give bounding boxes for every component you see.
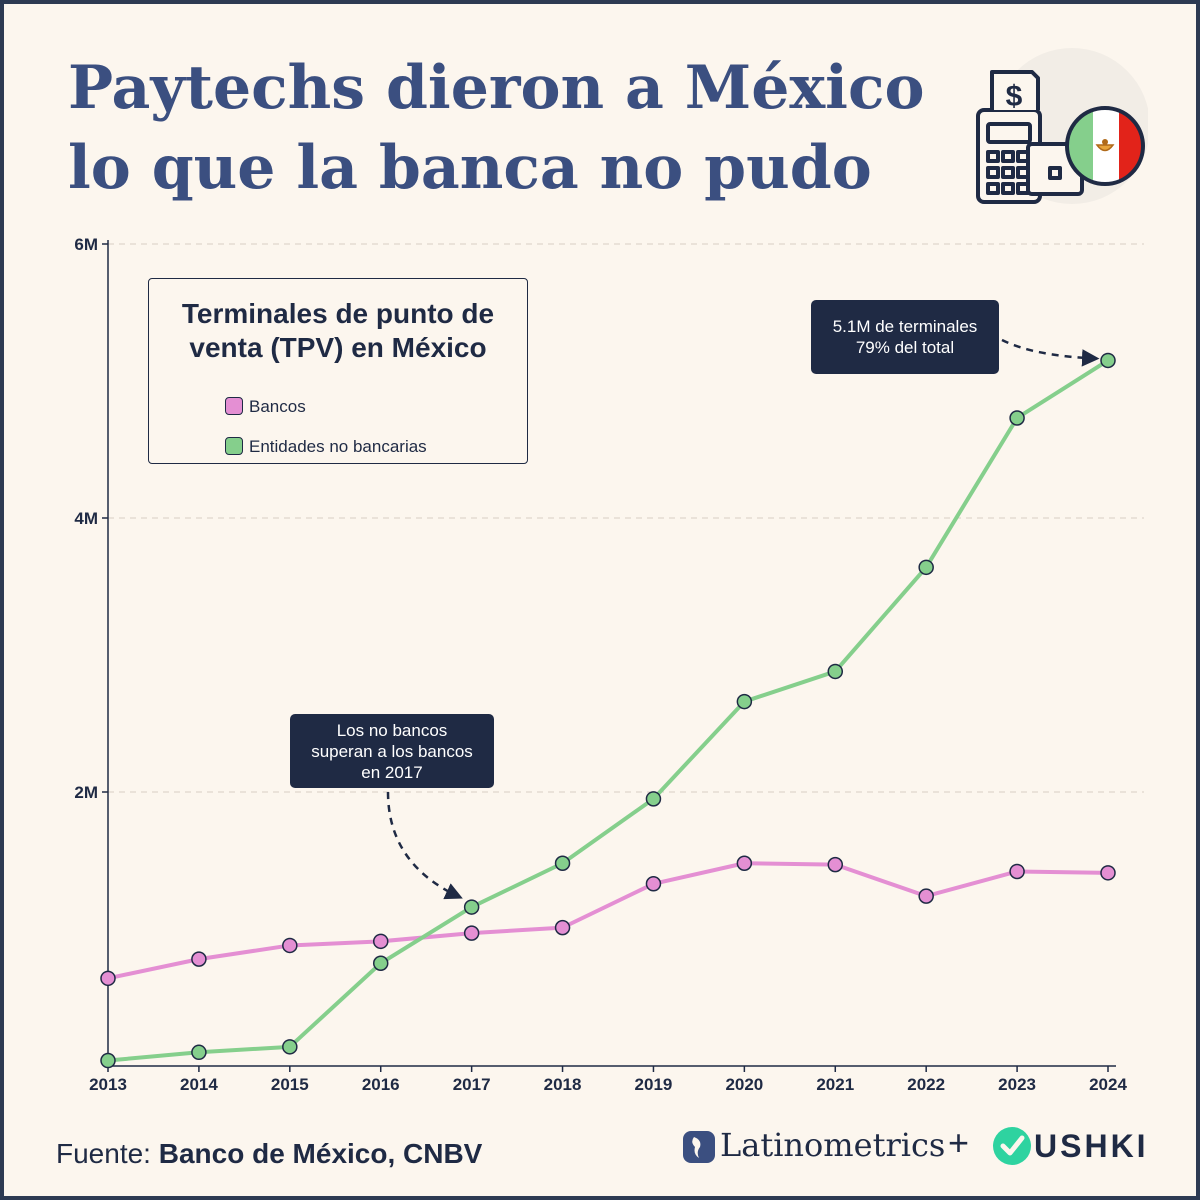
svg-text:$: $ [1006, 80, 1023, 113]
latinometrics-logo-icon [683, 1131, 715, 1163]
point-bancos-2014 [191, 951, 207, 967]
legend-box: Terminales de punto de venta (TPV) en Mé… [148, 278, 528, 464]
chart-title: Terminales de punto de venta (TPV) en Mé… [181, 298, 495, 363]
point-no-bancarias-2020 [736, 693, 753, 710]
legend-label-no-bancarias: Entidades no bancarias [249, 437, 427, 456]
x-tick-label-2018: 2018 [544, 1075, 582, 1094]
callout-2024: 5.1M de terminales 79% del total [811, 300, 999, 374]
source-note: Fuente: Banco de México, CNBV [56, 1138, 482, 1170]
cash-register-icon: $ [976, 48, 1148, 204]
legend-label-bancos: Bancos [249, 397, 306, 416]
x-tick-label-2022: 2022 [907, 1075, 945, 1094]
x-tick-label-2019: 2019 [635, 1075, 673, 1094]
x-tick-label-2016: 2016 [362, 1075, 400, 1094]
point-no-bancarias-2019 [645, 791, 662, 807]
point-no-bancarias-2023 [1009, 410, 1025, 426]
chart-area: 6M 4M 2M 2013 2014 2015 2016 2017 2018 2019 2020 20… [74, 235, 1144, 1094]
legend-swatch-bancos [225, 397, 243, 415]
series-line-bancos [107, 861, 1109, 981]
page-title: Paytechs dieron a México lo que la banca… [68, 48, 968, 208]
x-tick-label-2014: 2014 [180, 1075, 218, 1094]
legend-swatch-no-bancarias [225, 437, 243, 455]
y-tick-label-6M: 6M [74, 235, 98, 254]
point-bancos-2022 [918, 888, 934, 904]
infographic-frame: Paytechs dieron a México lo que la banca… [4, 4, 1196, 1196]
point-bancos-2016 [372, 933, 389, 950]
point-bancos-2020 [736, 855, 753, 871]
brand-plus: + [948, 1122, 970, 1163]
x-tick-label-2013: 2013 [89, 1075, 127, 1094]
kushki-logo-icon [993, 1127, 1031, 1165]
y-tick-label-2M: 2M [74, 783, 98, 802]
callout-2017: Los no bancos superan a los bancos en 20… [290, 714, 494, 788]
source-label: Fuente: [56, 1138, 159, 1169]
title-line-2: lo que la banca no pudo [68, 133, 872, 203]
point-no-bancarias-2024 [1100, 352, 1116, 369]
point-no-bancarias-2018 [554, 855, 571, 871]
point-no-bancarias-2021 [827, 663, 844, 680]
point-no-bancarias-2017 [463, 899, 480, 915]
source-value: Banco de México, CNBV [158, 1138, 483, 1169]
point-no-bancarias-2016 [372, 955, 389, 971]
series-line-no-bancarias [107, 358, 1110, 1063]
callout-2017-line-2: superan a los bancos [311, 742, 473, 761]
callout-2017-line-3: en 2017 [361, 763, 423, 782]
point-bancos-2013 [100, 970, 116, 987]
x-tick-label-2023: 2023 [998, 1075, 1036, 1094]
point-bancos-2017 [463, 925, 480, 941]
point-bancos-2015 [282, 937, 298, 954]
point-bancos-2019 [645, 876, 662, 892]
kushki-wordmark: USHKI [1034, 1128, 1149, 1164]
x-tick-label-2024: 2024 [1089, 1075, 1127, 1094]
title-line-1: Paytechs dieron a México [68, 53, 925, 123]
callout-2017-line-1: Los no bancos [336, 721, 448, 740]
legend-item-no-bancarias: Entidades no bancarias [225, 437, 427, 457]
arrow-callout-2017 [386, 791, 463, 900]
point-no-bancarias-2013 [100, 1052, 116, 1069]
point-no-bancarias-2022 [918, 559, 934, 576]
x-tick-label-2015: 2015 [271, 1075, 309, 1094]
point-bancos-2018 [554, 919, 571, 936]
point-bancos-2023 [1009, 863, 1025, 880]
legend-item-bancos: Bancos [225, 397, 306, 417]
callout-2024-line-1: 5.1M de terminales [832, 317, 978, 336]
arrow-callout-2024 [1001, 338, 1100, 367]
point-bancos-2021 [827, 856, 844, 873]
point-no-bancarias-2015 [282, 1039, 298, 1055]
x-tick-label-2021: 2021 [816, 1075, 854, 1094]
y-tick-label-4M: 4M [74, 509, 98, 528]
x-tick-label-2020: 2020 [725, 1075, 763, 1094]
x-tick-label-2017: 2017 [453, 1075, 491, 1094]
callout-2024-line-2: 79% del total [855, 338, 955, 357]
point-bancos-2024 [1100, 865, 1116, 881]
latinometrics-wordmark: Latinometrics [720, 1126, 946, 1164]
point-no-bancarias-2014 [191, 1044, 207, 1061]
